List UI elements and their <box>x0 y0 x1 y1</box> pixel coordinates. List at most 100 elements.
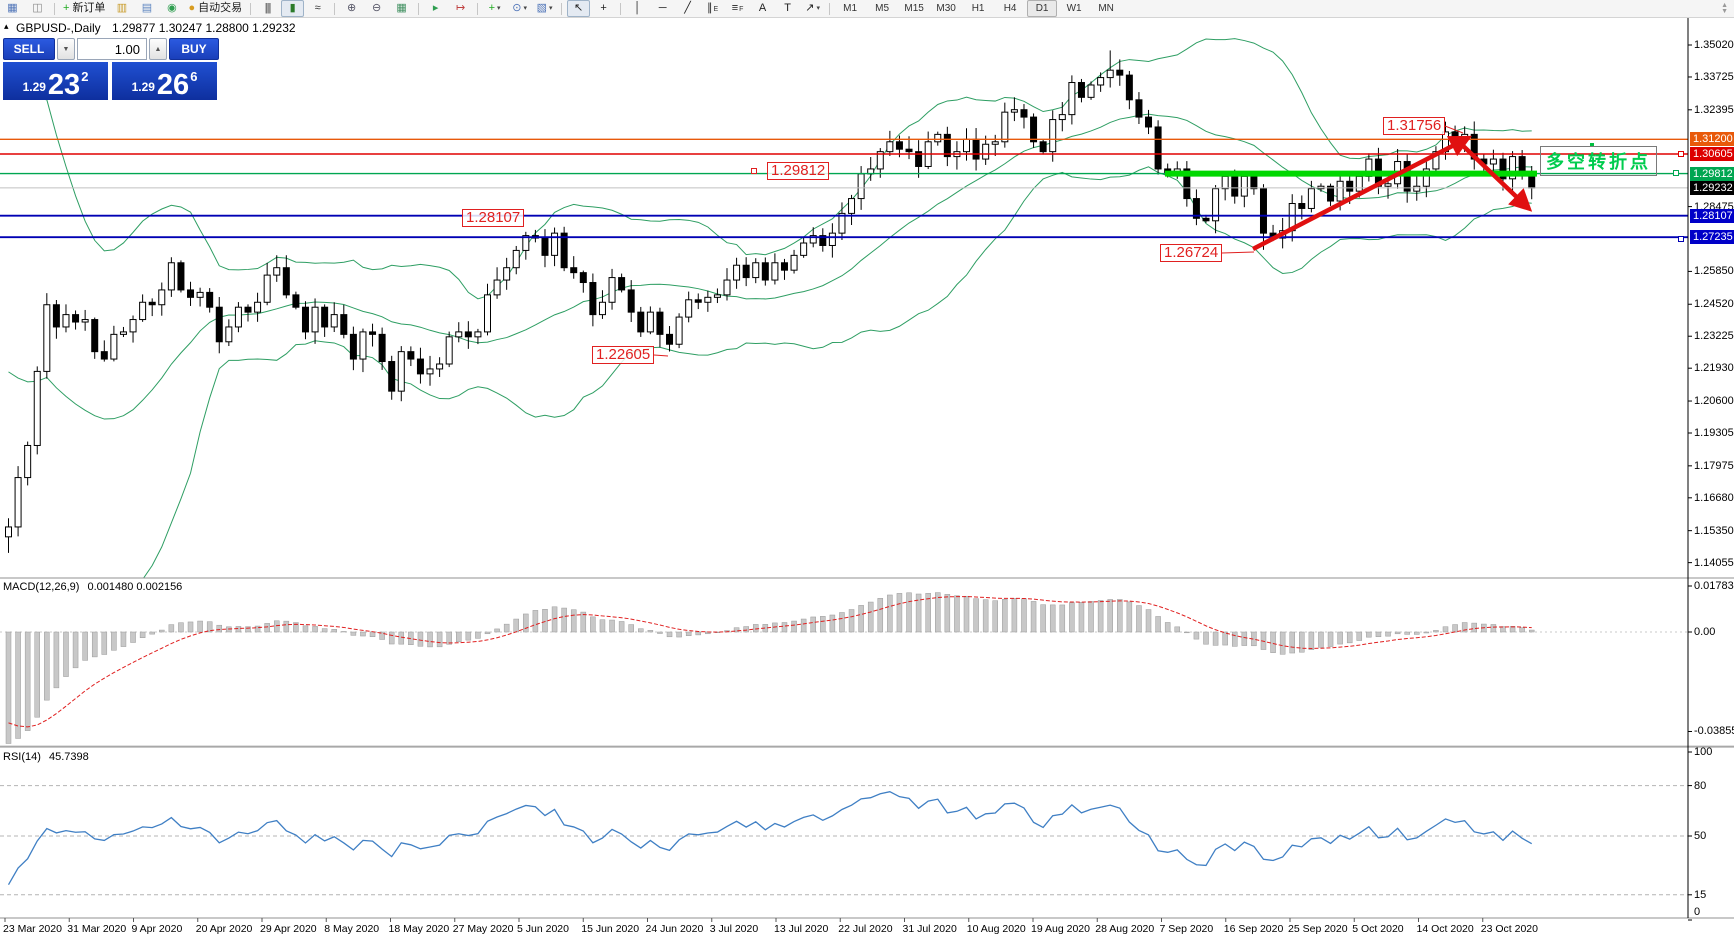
date-axis-label: 5 Oct 2020 <box>1352 923 1404 935</box>
print-preview-icon[interactable]: ◫ <box>32 2 43 14</box>
timeframe-w1-button[interactable]: W1 <box>1066 3 1082 14</box>
object-handle[interactable] <box>1678 151 1684 157</box>
vertical-line-icon[interactable]: │ <box>634 2 642 14</box>
signals-icon[interactable]: ◉ <box>167 2 177 14</box>
tile-windows-icon[interactable]: ▦ <box>396 2 407 14</box>
main-price-pane[interactable] <box>5 38 1536 676</box>
price-callout-1.29812[interactable]: 1.29812 <box>767 162 830 180</box>
date-axis-label: 16 Sep 2020 <box>1223 923 1284 935</box>
cursor-icon[interactable]: ↖ <box>567 0 591 17</box>
bollinger-lower-band <box>143 166 1532 578</box>
price-axis-label: 1.25850 <box>1694 265 1734 278</box>
volume-input[interactable] <box>77 38 147 60</box>
price-axis-label: 1.16680 <box>1694 491 1734 504</box>
object-handle[interactable] <box>1678 236 1684 242</box>
label-icon[interactable]: T <box>784 2 791 14</box>
macd-axis-label: 0.00 <box>1694 626 1716 638</box>
auto-scroll-icon[interactable]: ▸ <box>432 2 439 14</box>
timeframe-m5-button[interactable]: M5 <box>875 3 890 14</box>
macd-pane[interactable] <box>0 592 1688 744</box>
date-axis-label: 29 Apr 2020 <box>260 923 317 935</box>
pivot-annotation[interactable]: 多空转折点 <box>1540 146 1657 176</box>
templates-button[interactable]: ▧ ▾ <box>536 2 553 14</box>
date-axis-label: 9 Apr 2020 <box>131 923 183 935</box>
price-callout-1.31756[interactable]: 1.31756 <box>1383 117 1446 135</box>
date-axis-label: 14 Oct 2020 <box>1416 923 1474 935</box>
sell-price[interactable]: 1.29 23 2 <box>3 62 108 100</box>
zoom-in-icon[interactable]: ⊕ <box>346 2 357 14</box>
date-axis-label: 7 Sep 2020 <box>1159 923 1214 935</box>
rsi-axis-label: 50 <box>1694 830 1707 842</box>
timeframe-mn-button[interactable]: MN <box>1098 3 1114 14</box>
toolbar-separator <box>250 2 252 15</box>
price-callout-1.26724[interactable]: 1.26724 <box>1160 244 1223 262</box>
line-chart-icon[interactable]: ≈ <box>314 2 321 14</box>
candlestick-chart-icon[interactable]: ▮ <box>281 0 305 17</box>
zoom-out-icon[interactable]: ⊖ <box>371 2 382 14</box>
timeframe-m15-button[interactable]: M15 <box>904 3 924 14</box>
price-tag-1.28107: 1.28107 <box>1690 208 1734 223</box>
symbol-period-label: GBPUSD-,Daily <box>16 21 101 35</box>
buy-price[interactable]: 1.29 26 6 <box>112 62 217 100</box>
rsi-line <box>7 791 1533 885</box>
trendline-icon[interactable]: ╱ <box>684 2 691 14</box>
trend-arrow-2[interactable] <box>1456 139 1533 212</box>
trend-arrow-1[interactable] <box>1251 135 1472 251</box>
price-axis-label: 1.23225 <box>1694 330 1734 343</box>
collapse-chart-icon[interactable]: ▴ <box>4 21 9 31</box>
toolbar-overflow-icon[interactable]: ▲ ▼ <box>1721 1 1728 15</box>
ohlc-values: 1.29877 1.30247 1.28800 1.29232 <box>112 21 296 35</box>
volume-decrease-button[interactable]: ▼ <box>57 38 75 60</box>
date-axis-label: 19 Aug 2020 <box>1031 923 1090 935</box>
macd-axis-label: -0.038559 <box>1694 725 1734 738</box>
object-handle[interactable] <box>751 168 757 174</box>
arrows-button[interactable]: ↗ ▾ <box>805 2 820 14</box>
toolbar-separator <box>54 2 55 15</box>
timeframe-h4-button[interactable]: H4 <box>1003 3 1017 14</box>
date-axis-label: 23 Oct 2020 <box>1480 923 1538 935</box>
chart-shift-icon[interactable]: ↦ <box>455 2 466 14</box>
price-axis-label: 1.20600 <box>1694 395 1734 408</box>
price-tag-1.29812: 1.29812 <box>1690 166 1734 181</box>
periods-button[interactable]: ⊙ ▾ <box>512 2 527 14</box>
timeframe-m30-button[interactable]: M30 <box>936 3 956 14</box>
buy-price-main: 26 <box>156 69 190 101</box>
buy-button[interactable]: BUY <box>169 38 219 60</box>
sell-price-main: 23 <box>47 69 81 101</box>
date-axis-label: 3 Jul 2020 <box>709 923 759 935</box>
new-order-button[interactable]: + 新订单 <box>63 2 106 14</box>
autotrading-button[interactable]: ● 自动交易 <box>188 2 243 14</box>
fibonacci-icon[interactable]: ≡ F <box>731 2 744 14</box>
price-callout-1.28107[interactable]: 1.28107 <box>462 209 525 227</box>
bar-chart-icon[interactable]: ||| <box>264 2 272 14</box>
toolbar-separator <box>561 2 563 15</box>
toolbar-separator <box>620 2 622 15</box>
macd-signal-line <box>8 596 1532 728</box>
bollinger-upper-band <box>8 38 1532 300</box>
date-axis-label: 31 Mar 2020 <box>67 923 127 935</box>
chart-window-icon[interactable]: ▦ <box>7 2 18 14</box>
text-icon[interactable]: A <box>758 2 767 14</box>
horizontal-line-icon[interactable]: ─ <box>658 2 667 14</box>
object-handle[interactable] <box>1673 170 1679 176</box>
channel-icon[interactable]: ∥ E <box>707 2 719 14</box>
sell-button[interactable]: SELL <box>3 38 55 60</box>
new-chart-button[interactable]: + ▾ <box>488 2 501 14</box>
price-callout-1.22605[interactable]: 1.22605 <box>592 346 655 364</box>
rsi-axis-label: 15 <box>1694 888 1707 901</box>
volume-increase-button[interactable]: ▲ <box>149 38 167 60</box>
rsi-pane[interactable] <box>0 785 1688 896</box>
crosshair-icon[interactable]: + <box>600 2 607 14</box>
profiles-icon[interactable]: ▥ <box>116 2 128 14</box>
macd-indicator-label: MACD(12,26,9) 0.001480 0.002156 <box>3 581 183 593</box>
market-watch-icon[interactable]: ▤ <box>141 2 153 14</box>
toolbar-separator <box>829 2 831 15</box>
date-axis-label: 27 May 2020 <box>452 923 514 935</box>
timeframe-d1-button[interactable]: D1 <box>1027 0 1058 17</box>
timeframe-m1-button[interactable]: M1 <box>843 3 858 14</box>
date-axis-label: 10 Aug 2020 <box>966 923 1026 935</box>
macd-histogram <box>5 592 1535 744</box>
timeframe-h1-button[interactable]: H1 <box>971 3 985 14</box>
